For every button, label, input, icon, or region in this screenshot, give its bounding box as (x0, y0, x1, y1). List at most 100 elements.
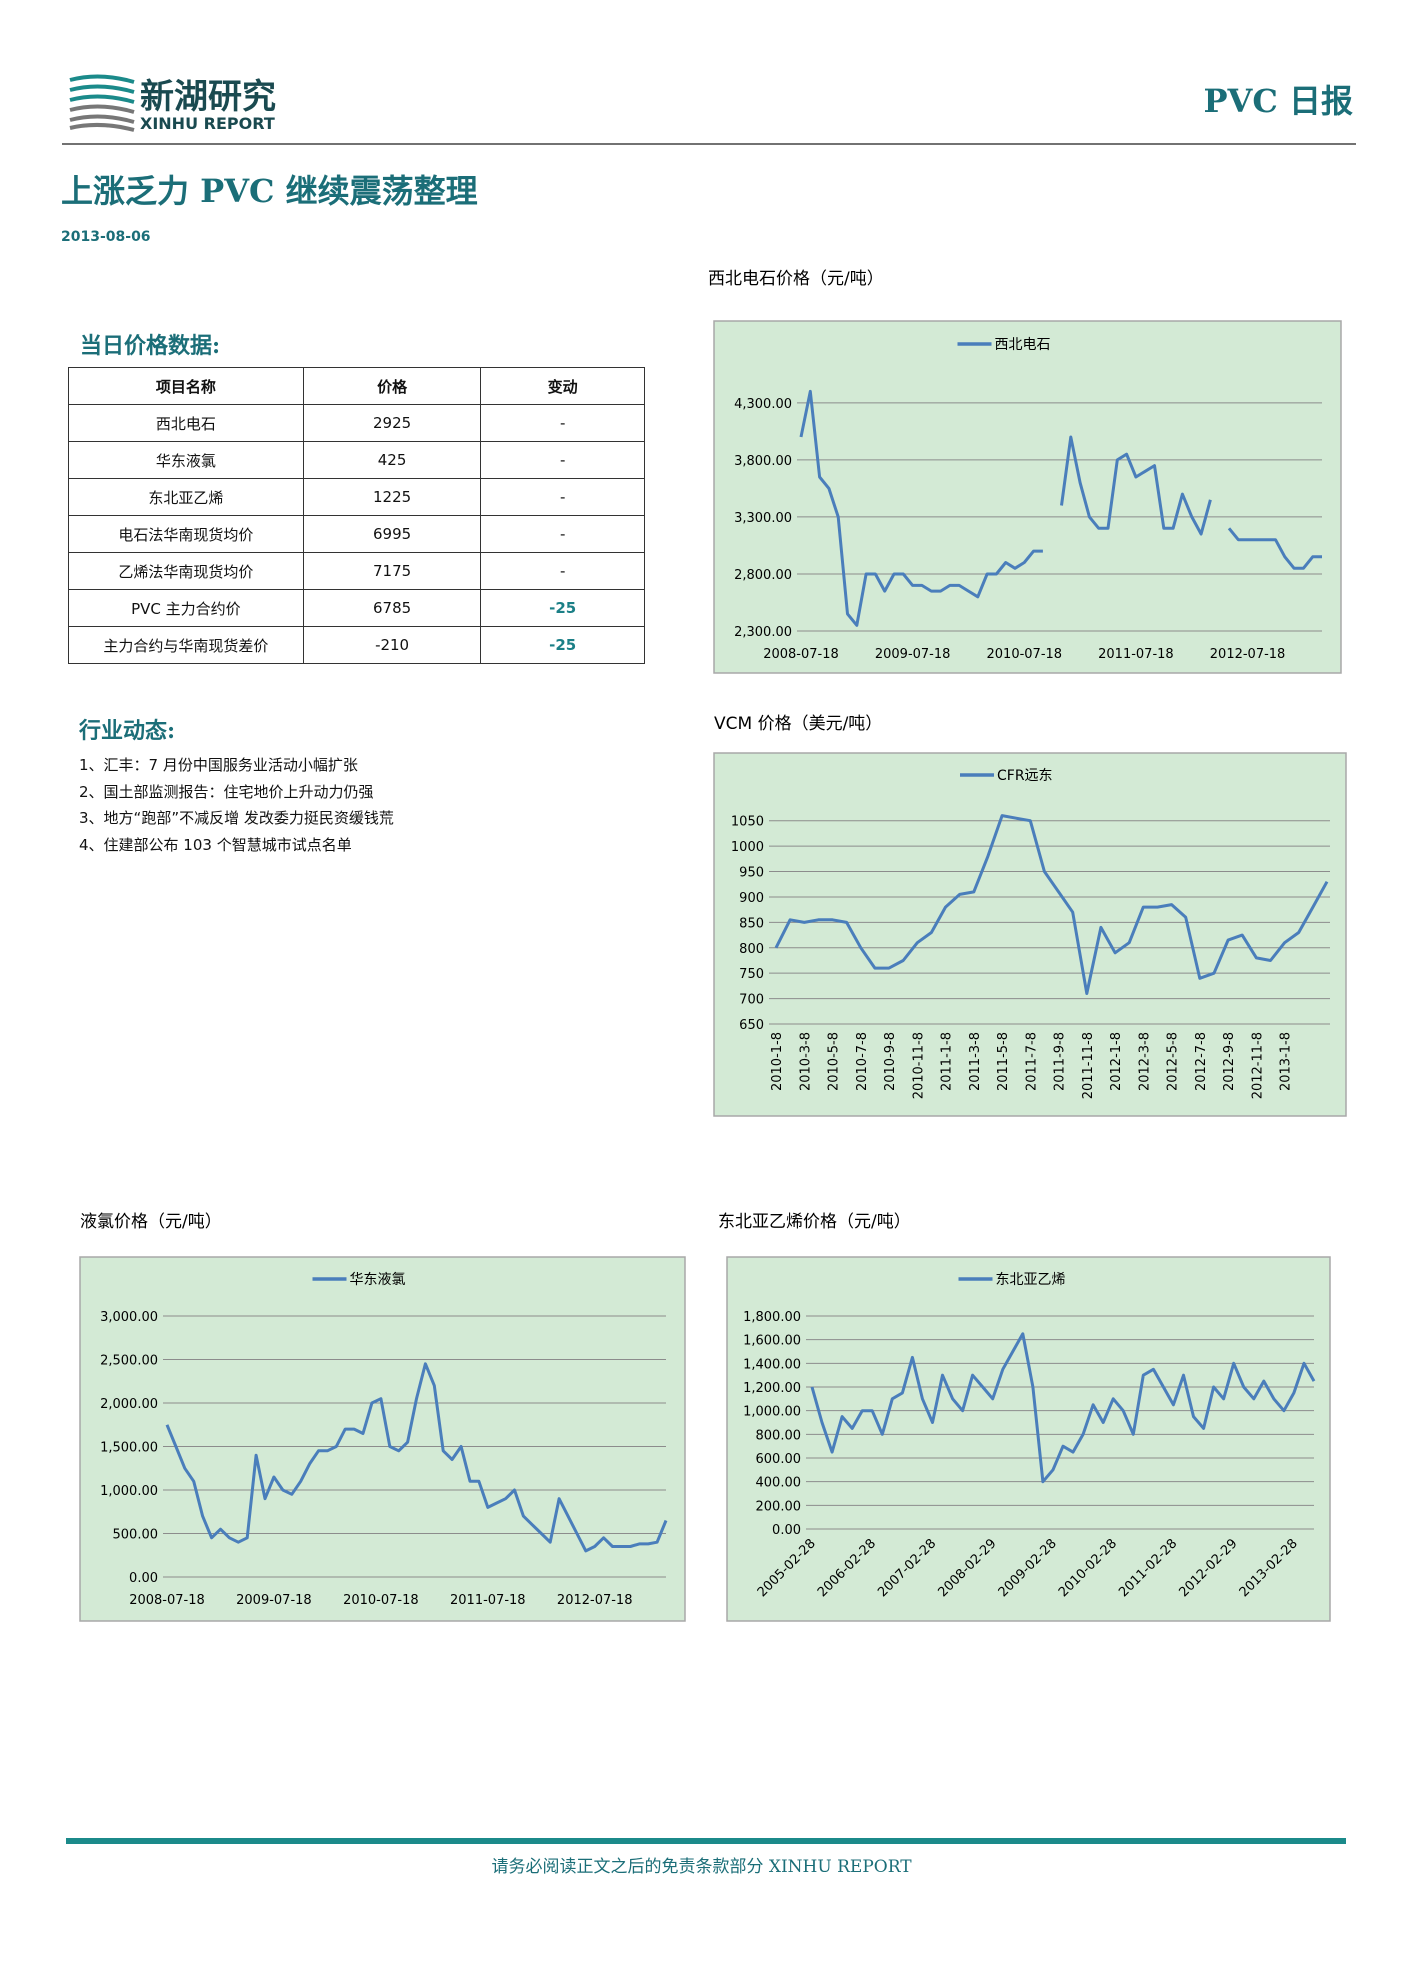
x-tick-label: 2009-07-18 (875, 647, 951, 662)
table-row: 东北亚乙烯 1225- (68, 478, 645, 516)
report-name: PVC 日报 (1203, 82, 1353, 120)
y-tick-label: 900 (739, 891, 764, 906)
y-tick-label: 4,300.00 (734, 397, 792, 412)
legend-label: 东北亚乙烯 (996, 1272, 1066, 1288)
y-tick-label: 3,800.00 (734, 454, 792, 469)
y-tick-label: 3,300.00 (734, 511, 792, 526)
x-tick-label: 2011-5-8 (996, 1032, 1011, 1091)
x-tick-label: 2008-07-18 (763, 647, 839, 662)
y-tick-label: 700 (739, 993, 764, 1008)
x-tick-label: 2012-07-18 (1210, 647, 1286, 662)
legend-label: 西北电石 (995, 337, 1051, 353)
table-cell: 1225 (302, 478, 482, 516)
x-tick-label: 2011-07-18 (450, 1593, 526, 1608)
chart-title: 液氯价格（元/吨） (80, 1212, 222, 1232)
y-tick-label: 500.00 (113, 1528, 159, 1543)
table-header-cell: 变动 (480, 367, 645, 405)
data-line (165, 1362, 668, 1553)
y-tick-label: 800.00 (756, 1428, 802, 1443)
table-cell: -25 (480, 589, 645, 627)
news-item: 4、住建部公布 103 个智慧城市试点名单 (79, 835, 352, 854)
chart-title: 西北电石价格（元/吨） (708, 269, 884, 289)
table-cell: 电石法华南现货均价 (68, 515, 304, 553)
y-tick-label: 2,000.00 (100, 1397, 158, 1412)
table-cell: - (480, 404, 645, 442)
x-tick-label: 2012-7-8 (1194, 1032, 1209, 1091)
table-cell: - (480, 441, 645, 479)
y-tick-label: 1,600.00 (743, 1334, 801, 1349)
table-cell: - (480, 478, 645, 516)
y-tick-label: 2,300.00 (734, 625, 792, 640)
x-tick-label: 2010-7-8 (855, 1032, 870, 1091)
x-tick-label: 2011-7-8 (1024, 1032, 1039, 1091)
y-tick-label: 2,800.00 (734, 568, 792, 583)
x-tick-label: 2010-3-8 (798, 1032, 813, 1091)
chart: 西北电石价格（元/吨） 2,300.00 2,800.00 3,300.00 3,800… (708, 269, 1342, 674)
x-tick-label: 2011-3-8 (968, 1032, 983, 1091)
chart: 东北亚乙烯价格（元/吨） 0.00 200.00 400.00 600.00 800.00… (718, 1212, 1331, 1622)
y-tick-label: 200.00 (756, 1499, 802, 1514)
y-tick-label: 850 (739, 916, 764, 931)
x-tick-label: 2011-07-18 (1098, 647, 1174, 662)
news-list: 1、汇丰：7 月份中国服务业活动小幅扩张 2、国土部监测报告：住宅地价上升动力仍强… (79, 752, 394, 858)
table-header-row: 项目名称 价格 变动 (68, 367, 645, 405)
table-row: PVC 主力合约价 6785 -25 (68, 589, 645, 627)
x-tick-label: 2012-07-18 (557, 1593, 633, 1608)
legend-label: 华东液氯 (350, 1272, 406, 1288)
x-tick-label: 2012-5-8 (1166, 1032, 1181, 1091)
x-tick-label: 2012-1-8 (1109, 1032, 1124, 1091)
chart: VCM 价格（美元/吨） 650 700 750 800 850 900 950 1000 105… (713, 714, 1347, 1117)
x-tick-label: 2010-9-8 (883, 1032, 898, 1091)
table-cell: PVC 主力合约价 (68, 589, 304, 627)
table-header-cell: 价格 (302, 367, 482, 405)
y-tick-label: 1,200.00 (743, 1381, 801, 1396)
y-tick-label: 750 (739, 967, 764, 982)
y-tick-label: 400.00 (756, 1476, 802, 1491)
table-row: 西北电石 2925- (68, 404, 645, 442)
table-cell: 东北亚乙烯 (68, 478, 304, 516)
news-item: 3、地方“跑部”不减反增 发改委力挺民资缓钱荒 (79, 809, 394, 827)
y-tick-label: 3,000.00 (100, 1310, 158, 1325)
table-cell: 西北电石 (68, 404, 304, 442)
x-tick-label: 2011-11-8 (1081, 1032, 1096, 1099)
x-tick-label: 2010-07-18 (343, 1593, 419, 1608)
data-line (799, 389, 1322, 627)
y-tick-label: 800 (739, 942, 764, 957)
y-tick-label: 2,500.00 (100, 1354, 158, 1369)
table-row: 乙烯法华南现货均价 7175- (68, 552, 645, 590)
y-tick-label: 0.00 (772, 1523, 801, 1538)
chart-area (79, 1256, 686, 1622)
table-row: 华东液氯 425- (68, 441, 645, 479)
table-cell: 7175 (302, 552, 482, 590)
price-table: 项目名称 价格 变动 西北电石 2925- 华东液氯 425- 东北亚乙烯 1225- 电石法华… (68, 367, 645, 664)
y-tick-label: 1,000.00 (743, 1405, 801, 1420)
x-tick-label: 2010-5-8 (827, 1032, 842, 1091)
table-cell: -210 (302, 626, 482, 664)
y-tick-label: 950 (739, 866, 764, 881)
x-tick-label: 2013-1-8 (1279, 1032, 1294, 1091)
y-tick-label: 0.00 (129, 1571, 158, 1586)
legend-label: CFR远东 (997, 768, 1053, 784)
data-line (774, 814, 1329, 995)
chart-title: 东北亚乙烯价格（元/吨） (718, 1212, 911, 1232)
table-cell: -25 (480, 626, 645, 664)
x-tick-label: 2011-1-8 (940, 1032, 955, 1091)
news-item: 1、汇丰：7 月份中国服务业活动小幅扩张 (79, 756, 358, 774)
footer-bar (66, 1838, 1346, 1844)
x-tick-label: 2011-9-8 (1053, 1032, 1068, 1091)
doc-title: 上涨乏力 PVC 继续震荡整理 (61, 172, 478, 210)
table-cell: 主力合约与华南现货差价 (68, 626, 304, 664)
x-tick-label: 2009-07-18 (236, 1593, 312, 1608)
chart: 液氯价格（元/吨） 0.00 500.00 1,000.00 1,500.00 2,000… (79, 1212, 686, 1622)
x-tick-label: 2010-1-8 (770, 1032, 785, 1091)
news-title: 行业动态: (79, 718, 176, 744)
table-row: 主力合约与华南现货差价 -210 -25 (68, 626, 645, 664)
y-tick-label: 1050 (731, 815, 764, 830)
table-cell: 6785 (302, 589, 482, 627)
table-row: 电石法华南现货均价 6995- (68, 515, 645, 553)
x-tick-label: 2012-11-8 (1250, 1032, 1265, 1099)
table-cell: 2925 (302, 404, 482, 442)
y-tick-label: 1,400.00 (743, 1357, 801, 1372)
table-cell: - (480, 552, 645, 590)
